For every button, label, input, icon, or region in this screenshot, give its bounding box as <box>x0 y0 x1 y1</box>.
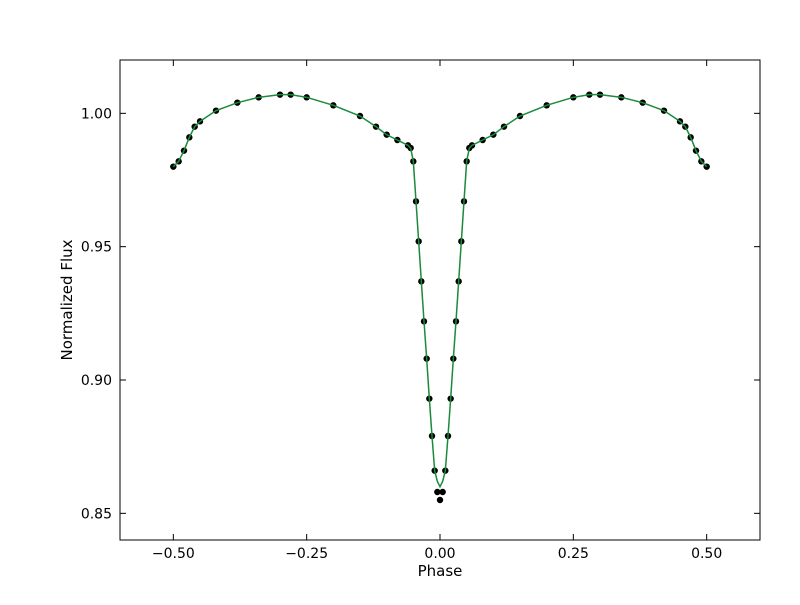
x-axis-ticks: −0.50 −0.25 0.00 0.25 0.50 <box>152 60 722 562</box>
y-tick-label: 1.00 <box>81 106 112 122</box>
y-axis-label: Normalized Flux <box>58 239 76 360</box>
y-tick-label: 0.85 <box>81 506 112 522</box>
x-tick-label: −0.25 <box>285 546 328 562</box>
x-tick-label: 0.50 <box>691 546 722 562</box>
observation-point <box>439 488 446 496</box>
x-tick-label: 0.25 <box>558 546 589 562</box>
x-tick-label: −0.50 <box>152 546 195 562</box>
x-tick-label: 0.00 <box>424 546 455 562</box>
model-curve-line <box>172 93 708 489</box>
x-axis-label: Phase <box>418 562 463 580</box>
observation-point <box>434 488 441 496</box>
y-axis-ticks: 0.85 0.90 0.95 1.00 <box>81 106 760 522</box>
observation-point <box>436 496 444 504</box>
model-curve-layer <box>172 93 708 489</box>
y-tick-label: 0.95 <box>81 240 112 256</box>
y-tick-label: 0.90 <box>81 373 112 389</box>
